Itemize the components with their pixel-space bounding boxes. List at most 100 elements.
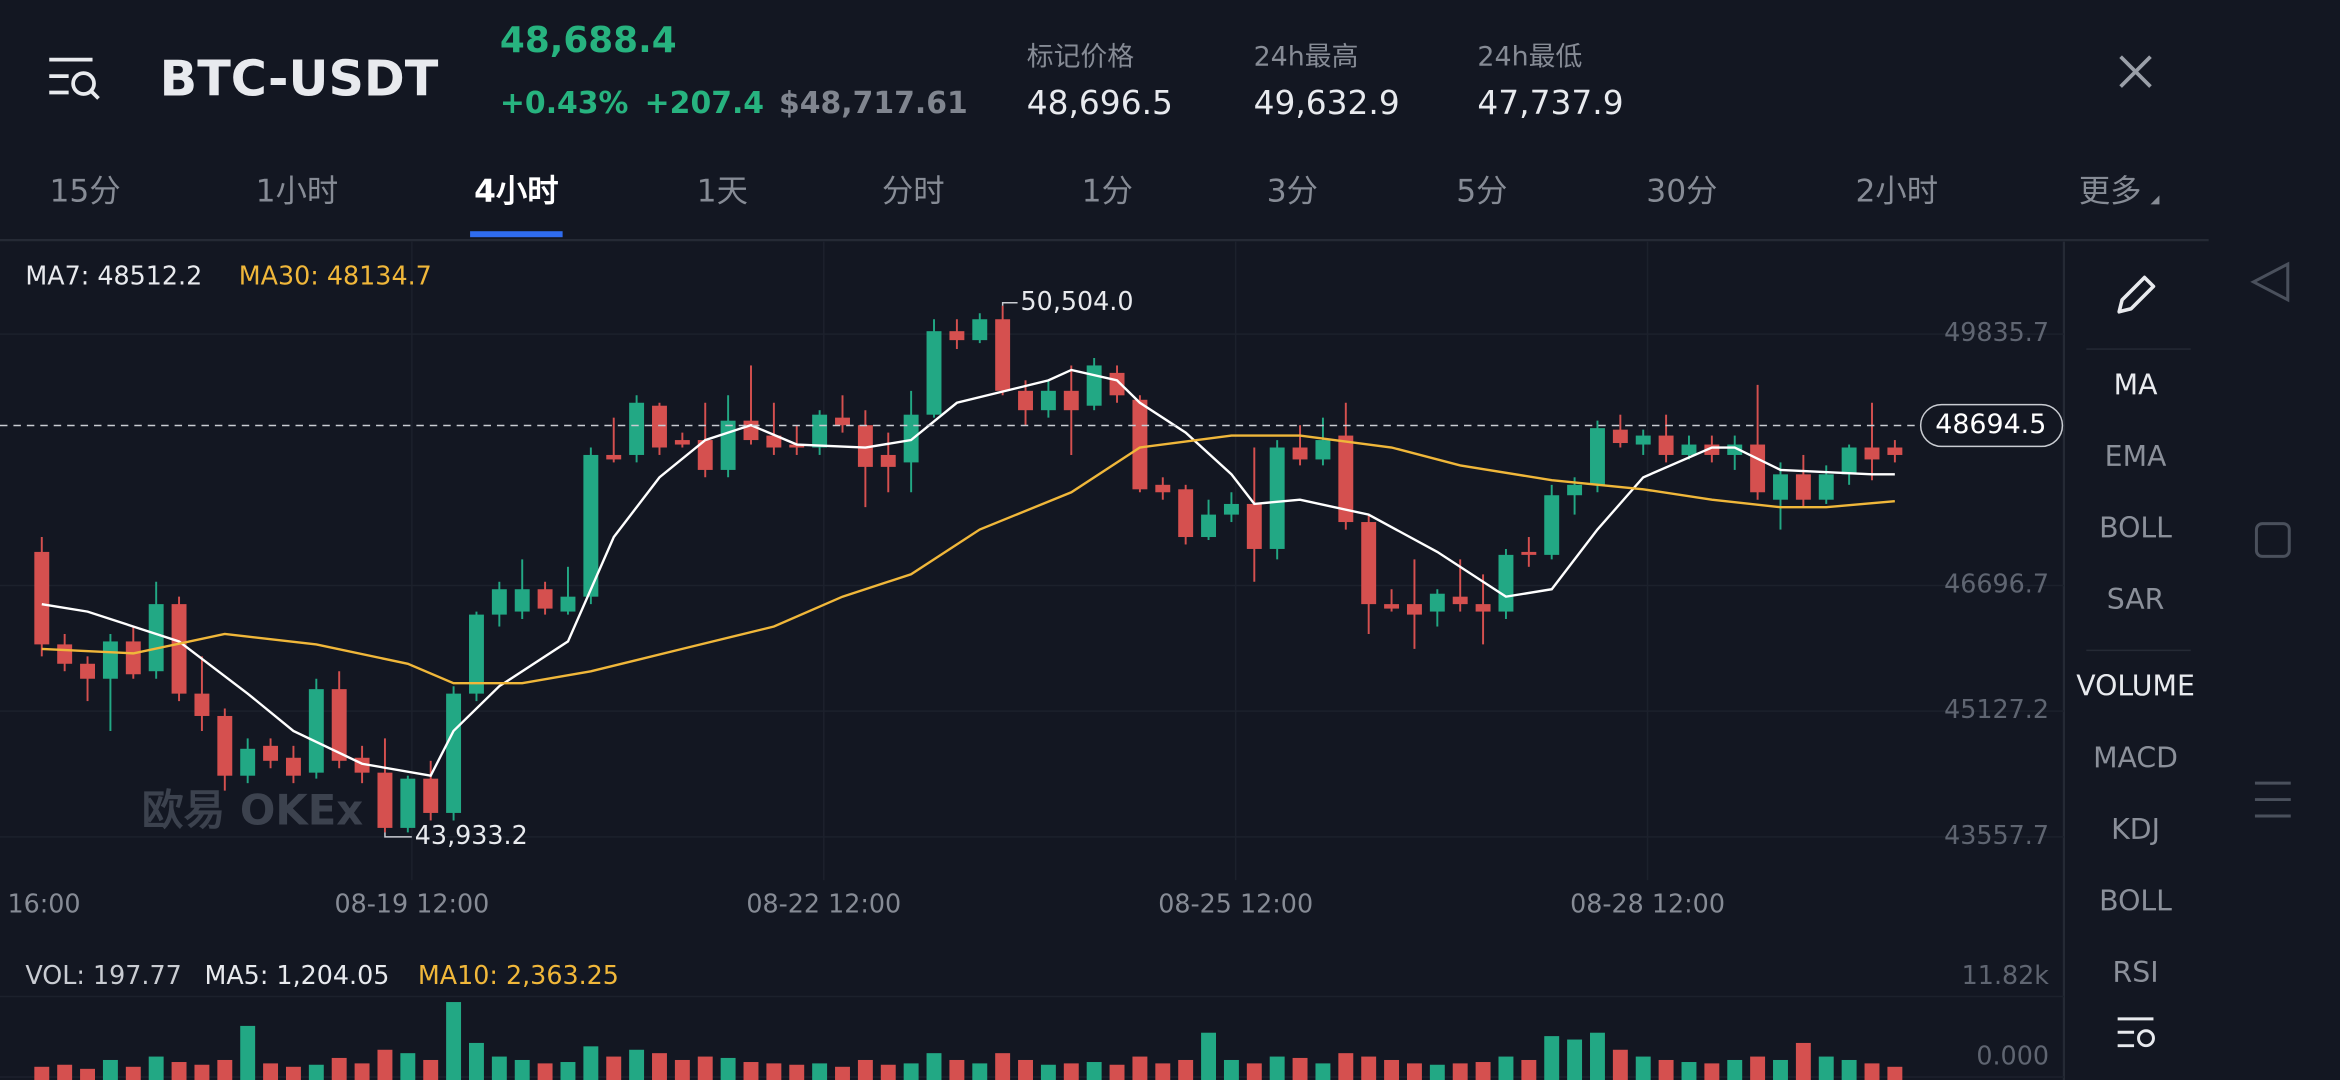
tab[interactable]: 分时 xyxy=(882,173,945,209)
volume-bar xyxy=(972,1063,988,1080)
candle-body xyxy=(1269,447,1285,549)
volume-bar xyxy=(263,1063,279,1080)
indicator-option[interactable]: EMA xyxy=(2105,440,2167,473)
tab[interactable]: 1天 xyxy=(697,173,748,209)
volume-bar xyxy=(720,1057,736,1080)
volume-bar xyxy=(125,1066,141,1080)
candle-body xyxy=(766,435,782,448)
candle-body xyxy=(720,420,736,470)
volume-bar xyxy=(880,1064,896,1080)
low-label: 43,933.2 xyxy=(415,820,528,850)
candle-body xyxy=(949,331,965,341)
indicator-option[interactable]: MACD xyxy=(2093,741,2178,774)
volume-bar xyxy=(1132,1056,1148,1080)
candle-body xyxy=(1040,390,1056,411)
volume-bar xyxy=(1475,1062,1491,1080)
settings-icon[interactable] xyxy=(2117,1017,2155,1048)
current-price-label: 48694.5 xyxy=(1935,409,2046,440)
candle-body xyxy=(80,663,96,679)
candle-body xyxy=(1635,435,1651,445)
tab[interactable]: 30分 xyxy=(1646,173,1717,209)
volume-bar xyxy=(491,1056,507,1080)
volume-bar xyxy=(57,1064,73,1080)
y-tick-label: 46696.7 xyxy=(1944,568,2049,598)
candle-body xyxy=(423,778,439,813)
volume-bar xyxy=(102,1059,118,1080)
indicator-option[interactable]: MA xyxy=(2114,368,2158,401)
tab[interactable]: 更多 xyxy=(2079,173,2142,209)
close-button[interactable] xyxy=(2119,55,2152,88)
indicator-option[interactable]: VOLUME xyxy=(2076,670,2195,703)
tab[interactable]: 2小时 xyxy=(1855,173,1938,209)
volume-bar xyxy=(80,1068,96,1080)
tab[interactable]: 1分 xyxy=(1082,173,1133,209)
pair[interactable]: BTC-USDT xyxy=(160,50,439,108)
volume-bar xyxy=(1704,1063,1720,1080)
change-percent: +0.43% xyxy=(500,86,629,121)
tab[interactable]: 1小时 xyxy=(256,173,339,209)
indicator-option[interactable]: RSI xyxy=(2113,956,2159,989)
indicator-option[interactable]: KDJ xyxy=(2111,813,2160,846)
candle-body xyxy=(446,693,462,813)
candle-body xyxy=(1315,440,1331,460)
candle-body xyxy=(514,589,530,612)
candle-body xyxy=(1544,495,1560,555)
indicator-option[interactable]: BOLL xyxy=(2099,884,2172,917)
x-tick-label: 08-22 12:00 xyxy=(746,888,901,918)
indicator-option[interactable]: SAR xyxy=(2107,583,2165,616)
candle-body xyxy=(491,589,507,615)
candle-body xyxy=(34,551,50,645)
tab[interactable]: 15分 xyxy=(49,173,120,209)
candle-body xyxy=(995,319,1011,391)
stat-label: 标记价格 xyxy=(1027,42,1135,73)
candle-body xyxy=(926,331,942,415)
ma7-line xyxy=(41,368,1895,778)
candle-body xyxy=(1246,503,1262,549)
candle-body xyxy=(240,748,256,776)
candle-body xyxy=(468,614,484,694)
current-price-box xyxy=(1919,403,2064,448)
candle-body xyxy=(606,454,622,460)
candle-body xyxy=(857,425,873,467)
nav-home[interactable] xyxy=(2254,522,2291,558)
volume-bar xyxy=(1773,1059,1788,1080)
high-pointer xyxy=(1001,302,1018,306)
nav-menu[interactable] xyxy=(2254,781,2291,818)
candle-body xyxy=(285,757,301,776)
x-tick-label: 08-25 12:00 xyxy=(1158,888,1313,918)
tab[interactable]: 4小时 xyxy=(474,173,558,209)
candle-body xyxy=(1773,474,1788,500)
volume-bar xyxy=(629,1049,645,1080)
candle-body xyxy=(560,596,576,612)
volume-bar xyxy=(1590,1032,1605,1080)
volume-bar xyxy=(1178,1059,1194,1080)
stat-label: 24h最高 xyxy=(1254,42,1359,73)
volume-bar xyxy=(446,1002,462,1080)
candle-body xyxy=(1841,447,1857,475)
draw-tool-icon[interactable] xyxy=(2117,275,2156,314)
indicator-option[interactable]: BOLL xyxy=(2099,512,2172,545)
watermark: 欧易 OKEx xyxy=(142,785,364,834)
volume-bar xyxy=(1109,1064,1125,1080)
volume-tick-label: 0.000 xyxy=(1976,1041,2049,1071)
change: +207.4 xyxy=(645,86,764,121)
volume-bar xyxy=(1681,1062,1697,1080)
candle-body xyxy=(217,715,233,776)
volume-bar xyxy=(34,1066,50,1080)
tab[interactable]: 5分 xyxy=(1456,173,1507,209)
volume-bar xyxy=(789,1064,805,1080)
candle-body xyxy=(1590,428,1605,485)
menu-icon[interactable] xyxy=(49,57,100,100)
volume-bar xyxy=(1246,1063,1262,1080)
y-tick-label: 45127.2 xyxy=(1944,694,2049,724)
volume-bar xyxy=(400,1053,416,1080)
nav-back[interactable] xyxy=(2250,261,2290,303)
volume-bar xyxy=(1887,1066,1903,1080)
tab[interactable]: 3分 xyxy=(1267,173,1318,209)
volume-bar xyxy=(926,1053,942,1080)
volume-bar xyxy=(354,1063,370,1080)
candle-body xyxy=(125,641,141,675)
volume-bar xyxy=(606,1056,622,1080)
volume-bar xyxy=(217,1059,233,1080)
